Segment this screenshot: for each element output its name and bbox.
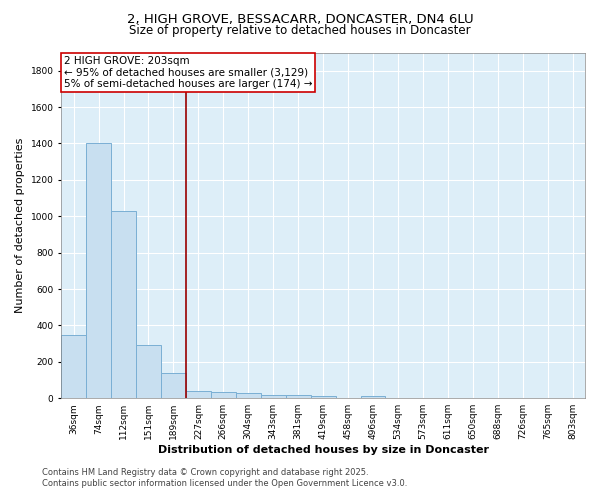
X-axis label: Distribution of detached houses by size in Doncaster: Distribution of detached houses by size … <box>158 445 488 455</box>
Bar <box>261 394 286 398</box>
Bar <box>361 396 385 398</box>
Bar <box>236 392 261 398</box>
Text: Contains HM Land Registry data © Crown copyright and database right 2025.
Contai: Contains HM Land Registry data © Crown c… <box>42 468 407 487</box>
Text: 2, HIGH GROVE, BESSACARR, DONCASTER, DN4 6LU: 2, HIGH GROVE, BESSACARR, DONCASTER, DN4… <box>127 12 473 26</box>
Y-axis label: Number of detached properties: Number of detached properties <box>15 138 25 313</box>
Bar <box>111 211 136 398</box>
Bar <box>211 392 236 398</box>
Bar <box>186 391 211 398</box>
Text: 2 HIGH GROVE: 203sqm
← 95% of detached houses are smaller (3,129)
5% of semi-det: 2 HIGH GROVE: 203sqm ← 95% of detached h… <box>64 56 313 89</box>
Bar <box>136 346 161 398</box>
Bar <box>311 396 335 398</box>
Text: Size of property relative to detached houses in Doncaster: Size of property relative to detached ho… <box>129 24 471 37</box>
Bar <box>286 396 311 398</box>
Bar <box>161 372 186 398</box>
Bar <box>61 334 86 398</box>
Bar <box>86 144 111 398</box>
